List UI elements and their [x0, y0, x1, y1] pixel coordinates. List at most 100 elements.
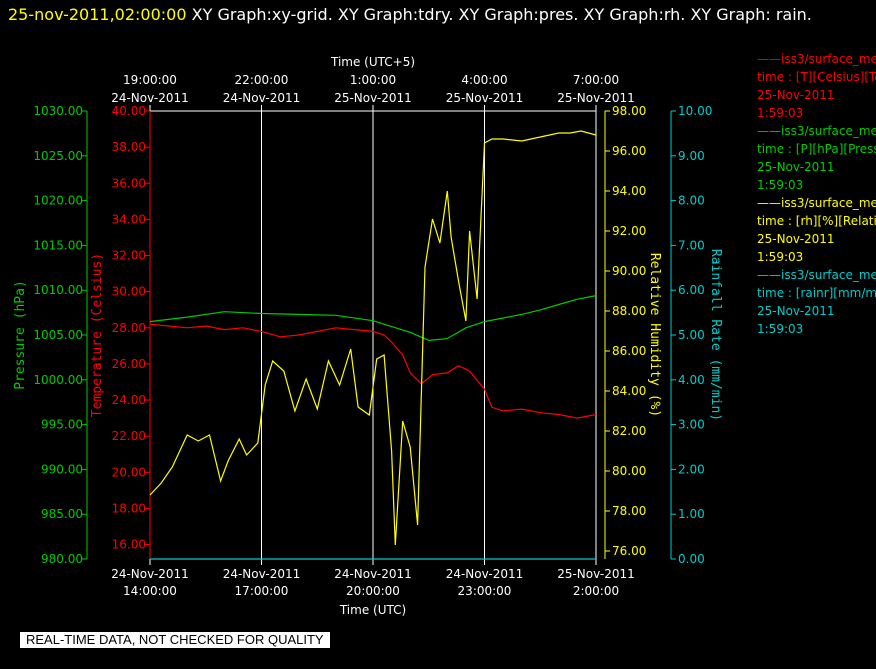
pressure-tick-label: 990.00 — [41, 462, 83, 476]
timestamp: 25-nov-2011,02:00:00 — [8, 5, 187, 24]
humidity-tick-label: 84.00 — [612, 384, 646, 398]
pressure-tick-label: 1020.00 — [33, 194, 83, 208]
top-tick-time: 19:00:00 — [123, 73, 177, 87]
temperature-tick-label: 34.00 — [112, 212, 146, 226]
bottom-tick-date: 24-Nov-2011 — [111, 567, 189, 581]
legend-line: time : [T][Celsius][Temperature] — [757, 70, 876, 84]
rain-tick-label: 8.00 — [678, 194, 705, 208]
rain-tick-label: 9.00 — [678, 149, 705, 163]
temperature-tick-label: 32.00 — [112, 249, 146, 263]
pressure-tick-label: 1015.00 — [33, 238, 83, 252]
rain-tick-label: 10.00 — [678, 104, 712, 118]
temperature-tick-label: 38.00 — [112, 140, 146, 154]
humidity-series-line — [149, 130, 597, 546]
rain-tick-label: 3.00 — [678, 418, 705, 432]
rain-axis-title: Rainfall Rate (mm/min) — [708, 249, 723, 421]
humidity-tick-label: 90.00 — [612, 264, 646, 278]
top-tick-time: 1:00:00 — [350, 73, 396, 87]
pressure-series-line — [149, 295, 597, 342]
legend-line: 25-Nov-2011 — [757, 88, 835, 102]
top-tick-date: 25-Nov-2011 — [446, 91, 524, 105]
humidity-tick-label: 76.00 — [612, 544, 646, 558]
bottom-axis-title: Time (UTC) — [339, 603, 406, 617]
legend-entry-rain: ——iss3/surface_meteorologytime : [rainr]… — [757, 266, 876, 338]
temperature-tick-label: 20.00 — [112, 465, 146, 479]
legend-line: time : [P][hPa][Pressure] — [757, 142, 876, 156]
pressure-tick-label: 985.00 — [41, 507, 83, 521]
legend-line: 1:59:03 — [757, 250, 804, 264]
rain-tick-label: 7.00 — [678, 238, 705, 252]
top-tick-time: 4:00:00 — [461, 73, 507, 87]
humidity-tick-label: 88.00 — [612, 304, 646, 318]
temperature-tick-label: 40.00 — [112, 104, 146, 118]
rain-tick-label: 1.00 — [678, 507, 705, 521]
legend-line: 25-Nov-2011 — [757, 232, 835, 246]
legend-line: 25-Nov-2011 — [757, 304, 835, 318]
temperature-tick-label: 36.00 — [112, 176, 146, 190]
top-tick-date: 25-Nov-2011 — [557, 91, 635, 105]
bottom-tick-time: 20:00:00 — [346, 584, 400, 598]
top-tick-date: 24-Nov-2011 — [111, 91, 189, 105]
humidity-tick-label: 78.00 — [612, 504, 646, 518]
pressure-tick-label: 1025.00 — [33, 149, 83, 163]
humidity-tick-label: 82.00 — [612, 424, 646, 438]
humidity-tick-label: 96.00 — [612, 144, 646, 158]
legend-line: 1:59:03 — [757, 178, 804, 192]
humidity-tick-label: 86.00 — [612, 344, 646, 358]
bottom-tick-time: 14:00:00 — [123, 584, 177, 598]
humidity-axis-title: Relative Humidity (%) — [647, 253, 662, 417]
bottom-tick-date: 24-Nov-2011 — [446, 567, 524, 581]
bottom-tick-date: 24-Nov-2011 — [223, 567, 301, 581]
top-tick-date: 25-Nov-2011 — [334, 91, 412, 105]
humidity-tick-label: 98.00 — [612, 104, 646, 118]
top-tick-time: 7:00:00 — [573, 73, 619, 87]
graph-list: XY Graph:xy-grid. XY Graph:tdry. XY Grap… — [186, 5, 812, 24]
legend-line: time : [rh][%][Relative Humidity] — [757, 214, 876, 228]
top-axis-title: Time (UTC+5) — [330, 55, 415, 69]
rain-tick-label: 5.00 — [678, 328, 705, 342]
humidity-tick-label: 80.00 — [612, 464, 646, 478]
bottom-tick-date: 24-Nov-2011 — [334, 567, 412, 581]
humidity-tick-label: 92.00 — [612, 224, 646, 238]
bottom-tick-time: 17:00:00 — [235, 584, 289, 598]
temperature-tick-label: 26.00 — [112, 357, 146, 371]
temperature-tick-label: 28.00 — [112, 321, 146, 335]
bottom-tick-date: 25-Nov-2011 — [557, 567, 635, 581]
temperature-tick-label: 24.00 — [112, 393, 146, 407]
legend-entry-pressure: ——iss3/surface_meteorologytime : [P][hPa… — [757, 122, 876, 194]
temperature-tick-label: 22.00 — [112, 429, 146, 443]
pressure-tick-label: 1005.00 — [33, 328, 83, 342]
temperature-tick-label: 18.00 — [112, 501, 146, 515]
legend-line: ——iss3/surface_meteorology — [757, 124, 876, 138]
bottom-tick-time: 2:00:00 — [573, 584, 619, 598]
rain-tick-label: 2.00 — [678, 462, 705, 476]
legend-entry-humidity: ——iss3/surface_meteorologytime : [rh][%]… — [757, 194, 876, 266]
quality-note: REAL-TIME DATA, NOT CHECKED FOR QUALITY — [20, 632, 330, 648]
pressure-tick-label: 980.00 — [41, 552, 83, 566]
legend-line: ——iss3/surface_meteorology — [757, 52, 876, 66]
legend-line: ——iss3/surface_meteorology — [757, 268, 876, 282]
temperature-series-line — [149, 323, 597, 419]
bottom-tick-time: 23:00:00 — [458, 584, 512, 598]
rain-tick-label: 6.00 — [678, 283, 705, 297]
top-tick-time: 22:00:00 — [235, 73, 289, 87]
legend-line: 1:59:03 — [757, 106, 804, 120]
rain-tick-label: 0.00 — [678, 552, 705, 566]
pressure-tick-label: 1010.00 — [33, 283, 83, 297]
rain-tick-label: 4.00 — [678, 373, 705, 387]
header: 25-nov-2011,02:00:00 XY Graph:xy-grid. X… — [8, 2, 868, 28]
temperature-tick-label: 30.00 — [112, 285, 146, 299]
temperature-tick-label: 16.00 — [112, 538, 146, 552]
top-tick-date: 24-Nov-2011 — [223, 91, 301, 105]
humidity-tick-label: 94.00 — [612, 184, 646, 198]
legend-line: 1:59:03 — [757, 322, 804, 336]
legend-line: 25-Nov-2011 — [757, 160, 835, 174]
pressure-tick-label: 995.00 — [41, 418, 83, 432]
legend-line: time : [rainr][mm/min][Rainfall Rate] — [757, 286, 876, 300]
pressure-tick-label: 1000.00 — [33, 373, 83, 387]
pressure-axis-title: Pressure (hPa) — [13, 280, 28, 390]
temperature-axis-title: Temperature (Celsius) — [90, 253, 105, 417]
legend-entry-temperature: ——iss3/surface_meteorologytime : [T][Cel… — [757, 50, 876, 122]
pressure-tick-label: 1030.00 — [33, 104, 83, 118]
